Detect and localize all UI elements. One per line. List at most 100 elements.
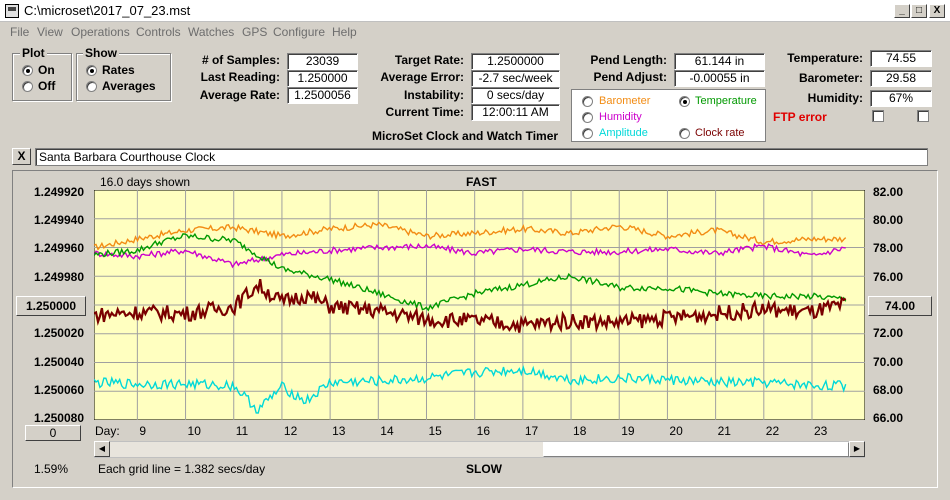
menu-watches[interactable]: Watches: [188, 25, 235, 39]
pend-length-field: 61.144 in: [674, 53, 765, 70]
temperature-field: 74.55: [870, 50, 932, 67]
scroll-right-arrow[interactable]: ▶: [849, 441, 865, 457]
left-axis-label: 1.249960: [33, 241, 84, 255]
average-rate-label: Average Rate:: [199, 88, 280, 102]
left-axis-label: 1.249980: [33, 270, 84, 284]
percent-label: 1.59%: [34, 462, 69, 476]
day-tick-label: 14: [380, 424, 394, 438]
current-time-label: Current Time:: [385, 105, 464, 119]
maximize-button[interactable]: □: [911, 4, 927, 18]
barometer-label: Barometer:: [798, 71, 863, 85]
grid-note-label: Each grid line = 1.382 secs/day: [98, 462, 266, 476]
series-layer: [94, 221, 847, 414]
scroll-thumb[interactable]: [543, 442, 849, 457]
app-icon: [5, 4, 19, 18]
menu-gps[interactable]: GPS: [242, 25, 268, 39]
show-averages-label[interactable]: Averages: [102, 79, 156, 93]
target-rate-label: Target Rate:: [394, 53, 464, 67]
average-error-label: Average Error:: [380, 70, 464, 84]
chart-frame: [12, 170, 938, 488]
sensor-amplitude-label[interactable]: Amplitude: [599, 127, 648, 139]
pend-length-label: Pend Length:: [590, 53, 667, 67]
average-rate-field: 1.2500056: [287, 87, 358, 104]
day-tick-label: 17: [524, 424, 539, 438]
clock-name-input[interactable]: Santa Barbara Courthouse Clock: [35, 148, 928, 166]
sensor-amplitude-radio[interactable]: [582, 128, 593, 139]
clear-clock-button[interactable]: X: [12, 148, 31, 165]
day-tick-label: 13: [332, 424, 346, 438]
day-tick-label: 23: [813, 424, 828, 438]
pend-adjust-field: -0.00055 in: [674, 70, 765, 87]
menu-operations[interactable]: Operations: [71, 25, 130, 39]
day-tick-label: 10: [187, 424, 201, 438]
right-axis-label: 80.00: [873, 213, 904, 227]
samples-field: 23039: [287, 53, 358, 70]
menu-view[interactable]: View: [37, 25, 63, 39]
sensor-humidity-label[interactable]: Humidity: [599, 111, 642, 123]
close-window-button[interactable]: X: [929, 4, 945, 18]
right-center-button[interactable]: 74.00: [868, 296, 932, 316]
series-line-temperature: [94, 232, 847, 312]
sensor-select-panel: [571, 89, 766, 142]
menu-controls[interactable]: Controls: [136, 25, 181, 39]
title-bar: C:\microset\2017_07_23.mst _ □ X: [0, 0, 950, 22]
plot-off-label[interactable]: Off: [38, 79, 56, 93]
humidity-label: Humidity:: [807, 91, 863, 105]
ftp-error-label: FTP error: [773, 110, 827, 124]
right-axis-label: 72.00: [873, 326, 904, 340]
fast-label: FAST: [466, 175, 497, 189]
series-line-clock-rate: [94, 279, 847, 334]
minimize-button[interactable]: _: [894, 4, 910, 18]
ftp-checkbox-1[interactable]: [872, 110, 884, 122]
scroll-left-arrow[interactable]: ◀: [94, 441, 110, 457]
right-axis-label: 78.00: [873, 241, 904, 255]
show-averages-radio[interactable]: [86, 81, 97, 92]
day-tick-label: 18: [573, 424, 587, 438]
samples-label: # of Samples:: [201, 53, 280, 67]
left-center-button[interactable]: 1.250000: [16, 296, 86, 316]
menu-bar: File View Operations Controls Watches GP…: [0, 22, 950, 42]
day-tick-label: 11: [235, 424, 249, 438]
sensor-barometer-radio[interactable]: [582, 96, 593, 107]
show-group-title: Show: [83, 46, 119, 60]
sensor-humidity-radio[interactable]: [582, 112, 593, 123]
plot-group: [12, 53, 72, 101]
plot-on-radio[interactable]: [22, 65, 33, 76]
right-axis-label: 68.00: [873, 383, 904, 397]
left-axis-label: 1.249940: [33, 213, 84, 227]
series-line-amplitude: [94, 364, 847, 414]
sensor-temperature-label[interactable]: Temperature: [695, 95, 757, 107]
left-axis-label: 1.250080: [33, 411, 84, 425]
plot-off-radio[interactable]: [22, 81, 33, 92]
right-axis-label: 70.00: [873, 355, 904, 369]
menu-configure[interactable]: Configure: [273, 25, 326, 39]
day-tick-label: 20: [669, 424, 683, 438]
gridlines: [94, 190, 865, 420]
day-tick-label: 22: [765, 424, 780, 438]
sensor-clock-rate-radio[interactable]: [679, 128, 690, 139]
day-tick-label: 15: [428, 424, 442, 438]
zero-button[interactable]: 0: [25, 425, 81, 441]
show-rates-radio[interactable]: [86, 65, 97, 76]
temperature-label: Temperature:: [787, 51, 863, 65]
menu-file[interactable]: File: [10, 25, 30, 39]
sensor-temperature-radio[interactable]: [679, 96, 690, 107]
show-rates-label[interactable]: Rates: [102, 63, 135, 77]
barometer-field: 29.58: [870, 70, 932, 87]
sensor-clock-rate-label[interactable]: Clock rate: [695, 127, 745, 139]
day-tick-label: 21: [717, 424, 731, 438]
day-prefix-label: Day:: [95, 424, 120, 438]
series-line-barometer: [94, 221, 847, 251]
days-shown-label: 16.0 days shown: [100, 175, 191, 189]
plot-group-title: Plot: [20, 46, 47, 60]
left-axis-label: 1.250040: [33, 355, 84, 369]
pend-adjust-label: Pend Adjust:: [593, 70, 667, 84]
left-axis-label: 1.250020: [33, 326, 84, 340]
series-line-humidity: [94, 242, 846, 269]
plot-on-label[interactable]: On: [38, 63, 55, 77]
menu-help[interactable]: Help: [332, 25, 357, 39]
average-error-field: -2.7 sec/week: [471, 70, 560, 87]
sensor-barometer-label[interactable]: Barometer: [599, 95, 651, 107]
left-axis-label: 1.250060: [33, 383, 84, 397]
ftp-checkbox-2[interactable]: [917, 110, 929, 122]
